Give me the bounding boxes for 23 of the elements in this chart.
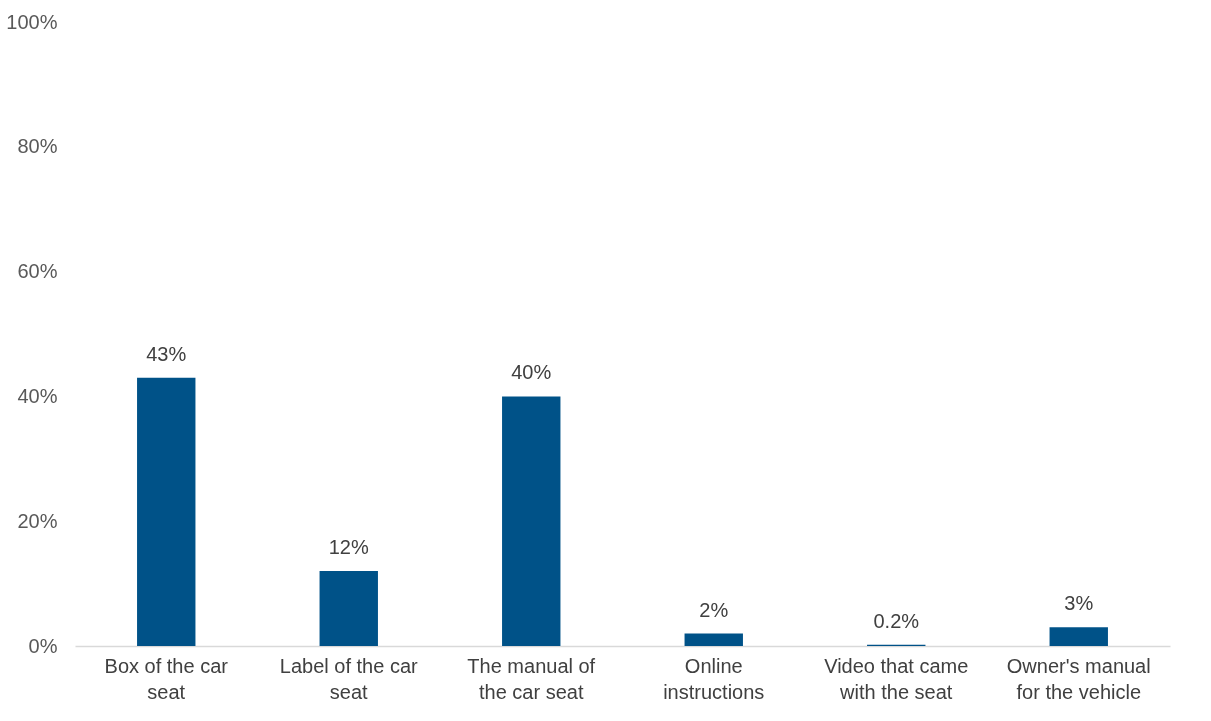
y-tick-label: 60% <box>17 260 58 283</box>
data-label: 0.2% <box>873 609 920 632</box>
x-tick-label: The manual of the car seat <box>467 654 596 703</box>
y-tick-label: 80% <box>17 135 58 158</box>
x-tick-label: Online instructions <box>663 654 765 703</box>
x-tick-label: Owner's manual for the vehicle <box>1006 654 1151 703</box>
x-tick-label: Video that came with the seat <box>824 654 969 703</box>
data-label: 12% <box>328 536 369 559</box>
data-label: 3% <box>1064 592 1094 615</box>
y-tick-label: 0% <box>28 634 58 657</box>
bar <box>319 571 378 646</box>
y-tick-label: 100% <box>6 10 58 33</box>
data-label: 40% <box>511 361 552 384</box>
x-tick-label: Box of the car seat <box>104 654 229 703</box>
data-label: 43% <box>146 342 187 365</box>
y-tick-label: 40% <box>17 384 58 407</box>
x-tick-label: Label of the car seat <box>279 654 419 703</box>
data-label: 2% <box>699 598 729 621</box>
bar <box>502 396 561 646</box>
bar <box>684 633 743 646</box>
y-tick-label: 20% <box>17 509 58 532</box>
bar <box>137 377 196 646</box>
bar <box>1049 627 1108 646</box>
